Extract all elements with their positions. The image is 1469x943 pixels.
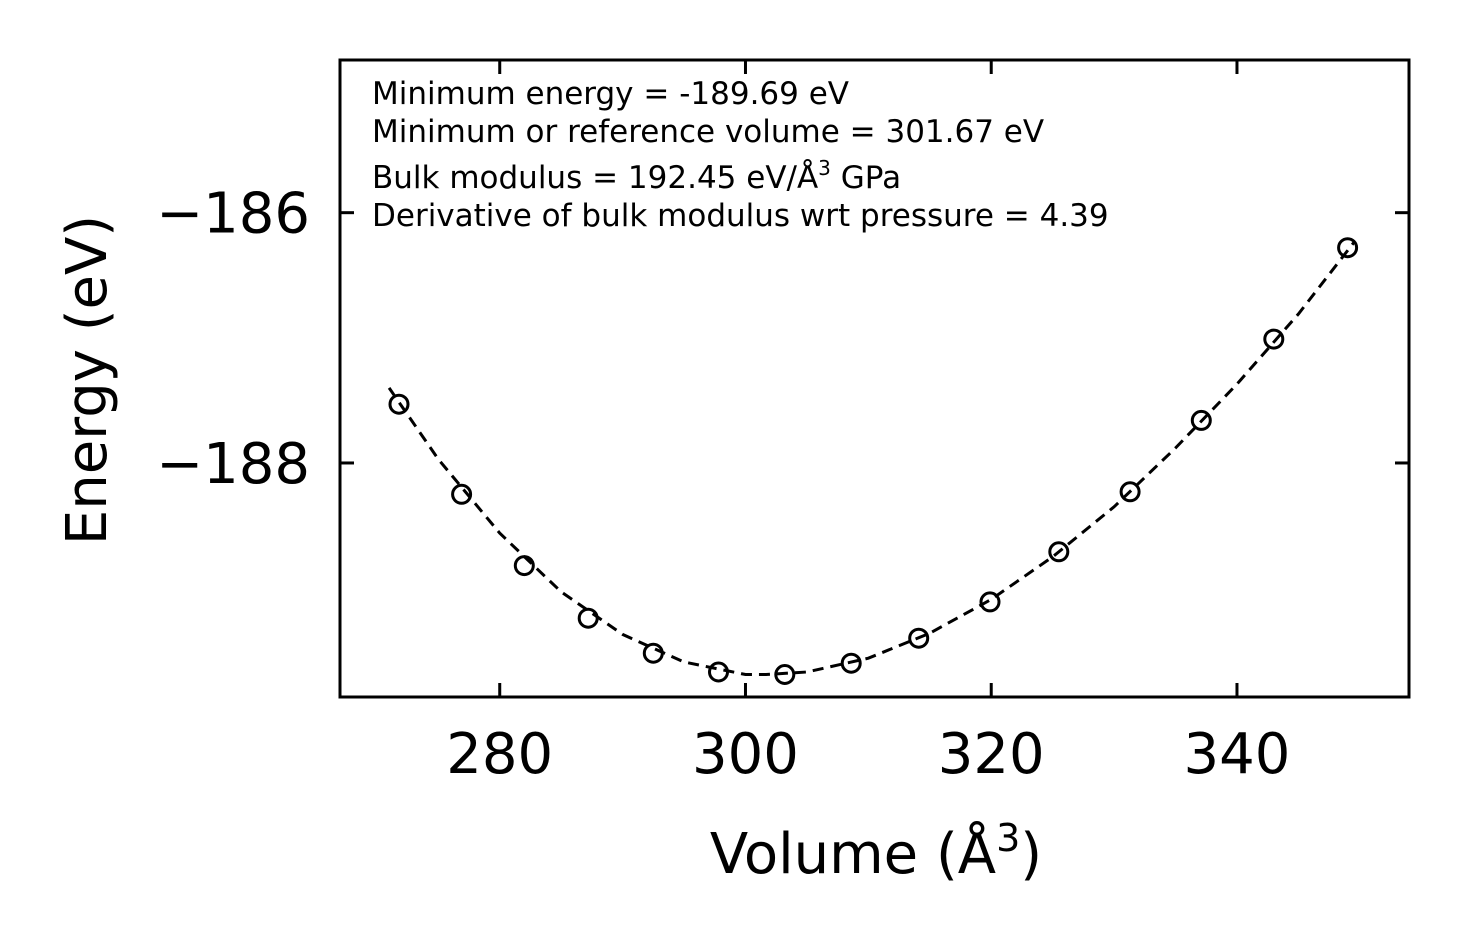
data-point — [513, 555, 535, 577]
x-tick-label: 300 — [692, 722, 799, 787]
ticks-layer: 280 300 320 340 −186 −188 — [156, 60, 1409, 787]
x-axis-label-main: Volume (Å — [710, 821, 996, 887]
x-tick-label: 340 — [1184, 722, 1291, 787]
fit-curve — [387, 241, 1355, 676]
data-point — [451, 483, 473, 505]
annotation-block: Minimum energy = -189.69 eV Minimum or r… — [372, 76, 1109, 234]
x-axis-label-sup: 3 — [996, 816, 1020, 860]
y-tick-label: −186 — [156, 182, 310, 247]
data-point — [979, 591, 1001, 613]
data-point — [1048, 541, 1070, 563]
annotation-ref-volume: Minimum or reference volume = 301.67 eV — [372, 114, 1044, 150]
x-tick-label: 320 — [938, 722, 1045, 787]
annotation-bulk-modulus-unit: GPa — [831, 160, 901, 196]
annotation-bulk-modulus-sup: 3 — [818, 156, 831, 180]
data-point — [1337, 237, 1359, 259]
y-tick-label: −188 — [156, 432, 310, 497]
x-axis-label-tail: ) — [1020, 822, 1042, 887]
data-point — [708, 661, 729, 683]
fit-curve-layer — [387, 241, 1355, 676]
annotation-bulk-modulus: Bulk modulus = 192.45 eV/Å3 GPa — [372, 156, 901, 196]
data-point — [388, 393, 410, 415]
data-point — [908, 627, 930, 649]
x-axis-label: Volume (Å3) — [710, 816, 1042, 887]
annotation-min-energy: Minimum energy = -189.69 eV — [372, 76, 849, 112]
data-points-layer — [388, 237, 1359, 685]
data-point — [774, 664, 796, 685]
y-axis-label: Energy (eV) — [55, 215, 120, 545]
annotation-bulk-modulus-main: Bulk modulus = 192.45 eV/Å — [372, 160, 818, 196]
x-tick-label: 280 — [446, 722, 553, 787]
data-point — [1263, 328, 1285, 350]
data-point — [1190, 409, 1212, 431]
data-point — [1119, 481, 1141, 503]
data-point — [642, 642, 664, 664]
data-point — [840, 652, 862, 674]
plot-frame — [338, 58, 1411, 699]
annotation-bulk-derivative: Derivative of bulk modulus wrt pressure … — [372, 198, 1109, 234]
data-point — [577, 607, 599, 629]
